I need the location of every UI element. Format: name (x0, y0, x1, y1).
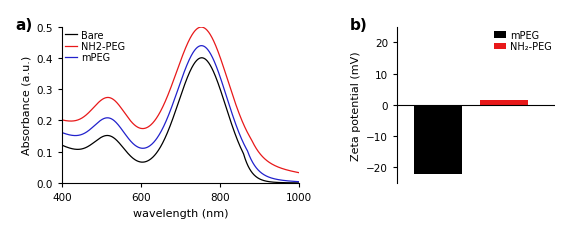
mPEG (203, 47, 209, 50)
NH2-PEG (59, 119, 66, 122)
Bare (198, 57, 205, 60)
Line: Bare: Bare (62, 58, 299, 183)
Line: mPEG: mPEG (62, 46, 299, 182)
Bare (196, 58, 203, 60)
Text: b): b) (350, 18, 367, 33)
Line: NH2-PEG: NH2-PEG (62, 28, 299, 173)
mPEG (238, 139, 245, 141)
Bare (74, 148, 80, 151)
mPEG (198, 45, 205, 48)
Bar (414, 105, 462, 174)
Bar (480, 101, 528, 105)
mPEG (59, 132, 66, 134)
NH2-PEG (295, 172, 302, 174)
mPEG (263, 175, 269, 177)
Legend: mPEG, NH₂-PEG: mPEG, NH₂-PEG (495, 30, 552, 52)
mPEG (74, 135, 80, 137)
NH2-PEG (198, 27, 205, 29)
Y-axis label: Absorbance (a.u.): Absorbance (a.u.) (21, 56, 31, 155)
mPEG (295, 180, 302, 183)
Legend: Bare, NH2-PEG, mPEG: Bare, NH2-PEG, mPEG (65, 30, 125, 63)
Bare (210, 70, 217, 73)
NH2-PEG (196, 27, 203, 30)
NH2-PEG (210, 39, 217, 42)
NH2-PEG (238, 119, 245, 122)
Bare (295, 182, 302, 184)
NH2-PEG (74, 119, 80, 122)
Bare (238, 149, 245, 152)
mPEG (196, 45, 203, 48)
X-axis label: wavelength (nm): wavelength (nm) (132, 208, 228, 218)
Y-axis label: Zeta potential (mV): Zeta potential (mV) (351, 51, 361, 160)
NH2-PEG (263, 159, 269, 162)
mPEG (210, 58, 217, 61)
NH2-PEG (203, 29, 209, 31)
Bare (203, 59, 209, 62)
Bare (59, 144, 66, 147)
Text: a): a) (15, 18, 32, 33)
Bare (263, 180, 269, 183)
